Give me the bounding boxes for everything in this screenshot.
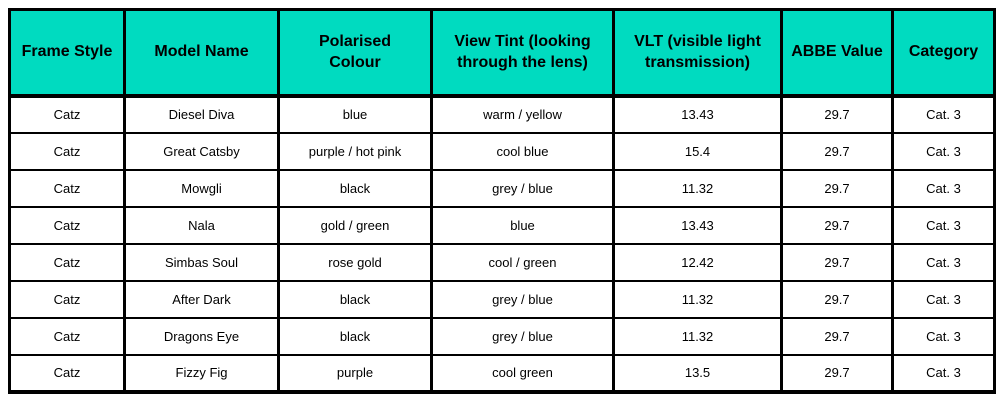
table-cell: 11.32 bbox=[612, 316, 783, 356]
table-cell: Mowgli bbox=[123, 168, 280, 208]
table-cell: cool / green bbox=[430, 242, 615, 282]
table-cell: blue bbox=[430, 205, 615, 245]
table-cell: Fizzy Fig bbox=[123, 353, 280, 393]
table-cell: 13.43 bbox=[612, 205, 783, 245]
column-header: Polarised Colour bbox=[277, 8, 433, 98]
table-cell: rose gold bbox=[277, 242, 433, 282]
table-cell: Cat. 3 bbox=[891, 94, 996, 134]
table-cell: 13.43 bbox=[612, 94, 783, 134]
table-cell: black bbox=[277, 279, 433, 319]
table-cell: black bbox=[277, 316, 433, 356]
column-header: ABBE Value bbox=[780, 8, 894, 98]
table-cell: 29.7 bbox=[780, 242, 894, 282]
column-header: VLT (visible light transmission) bbox=[612, 8, 783, 98]
table-row: Catz Fizzy Fig purple cool green 13.5 29.7 Cat… bbox=[8, 353, 996, 393]
table-cell: Catz bbox=[8, 205, 126, 245]
column-header: View Tint (looking through the lens) bbox=[430, 8, 615, 98]
table-cell: 29.7 bbox=[780, 279, 894, 319]
table-cell: 29.7 bbox=[780, 205, 894, 245]
table-row: Catz Mowgli black grey / blue 11.32 29.7 Cat. … bbox=[8, 168, 996, 208]
column-header: Model Name bbox=[123, 8, 280, 98]
table-cell: Cat. 3 bbox=[891, 242, 996, 282]
table-row: Catz Diesel Diva blue warm / yellow 13.43 29.… bbox=[8, 94, 996, 134]
table-cell: Diesel Diva bbox=[123, 94, 280, 134]
table-cell: Catz bbox=[8, 316, 126, 356]
table-cell: Cat. 3 bbox=[891, 205, 996, 245]
table-cell: 13.5 bbox=[612, 353, 783, 393]
table-cell: purple / hot pink bbox=[277, 131, 433, 171]
table-cell: Cat. 3 bbox=[891, 353, 996, 393]
sunglasses-spec-table: Frame Style Model Name Polarised Colour Vie… bbox=[8, 8, 996, 394]
table-row: Catz Dragons Eye black grey / blue 11.32 29.7… bbox=[8, 316, 996, 356]
table-cell: Dragons Eye bbox=[123, 316, 280, 356]
table-cell: Nala bbox=[123, 205, 280, 245]
table-cell: 29.7 bbox=[780, 94, 894, 134]
table-row: Catz Great Catsby purple / hot pink cool bl… bbox=[8, 131, 996, 171]
table-cell: Cat. 3 bbox=[891, 131, 996, 171]
table-cell: 11.32 bbox=[612, 168, 783, 208]
table-cell: grey / blue bbox=[430, 316, 615, 356]
table-cell: gold / green bbox=[277, 205, 433, 245]
table-cell: Great Catsby bbox=[123, 131, 280, 171]
table-header: Frame Style Model Name Polarised Colour Vie… bbox=[8, 8, 996, 98]
table-cell: Catz bbox=[8, 242, 126, 282]
column-header: Frame Style bbox=[8, 8, 126, 98]
table-cell: grey / blue bbox=[430, 168, 615, 208]
table-cell: 29.7 bbox=[780, 316, 894, 356]
table-cell: 29.7 bbox=[780, 131, 894, 171]
table-cell: Catz bbox=[8, 94, 126, 134]
table-cell: warm / yellow bbox=[430, 94, 615, 134]
table-cell: purple bbox=[277, 353, 433, 393]
table-cell: 11.32 bbox=[612, 279, 783, 319]
table-row: Catz Nala gold / green blue 13.43 29.7 Cat. 3 bbox=[8, 205, 996, 245]
table-cell: 12.42 bbox=[612, 242, 783, 282]
table-cell: blue bbox=[277, 94, 433, 134]
table-cell: grey / blue bbox=[430, 279, 615, 319]
column-header: Category bbox=[891, 8, 996, 98]
table-cell: Catz bbox=[8, 353, 126, 393]
table-cell: 29.7 bbox=[780, 353, 894, 393]
table-cell: 29.7 bbox=[780, 168, 894, 208]
table-row: Catz After Dark black grey / blue 11.32 29.7 C… bbox=[8, 279, 996, 319]
table-cell: 15.4 bbox=[612, 131, 783, 171]
table-cell: black bbox=[277, 168, 433, 208]
table-cell: Cat. 3 bbox=[891, 279, 996, 319]
table-cell: Catz bbox=[8, 168, 126, 208]
table-cell: cool blue bbox=[430, 131, 615, 171]
table-cell: Catz bbox=[8, 131, 126, 171]
table-cell: Cat. 3 bbox=[891, 316, 996, 356]
table-cell: cool green bbox=[430, 353, 615, 393]
table-row: Catz Simbas Soul rose gold cool / green 12.4… bbox=[8, 242, 996, 282]
header-row: Frame Style Model Name Polarised Colour Vie… bbox=[8, 8, 996, 98]
table-body: Catz Diesel Diva blue warm / yellow 13.43 29.… bbox=[8, 94, 996, 393]
table-cell: Catz bbox=[8, 279, 126, 319]
table-cell: Cat. 3 bbox=[891, 168, 996, 208]
table-cell: Simbas Soul bbox=[123, 242, 280, 282]
table-cell: After Dark bbox=[123, 279, 280, 319]
